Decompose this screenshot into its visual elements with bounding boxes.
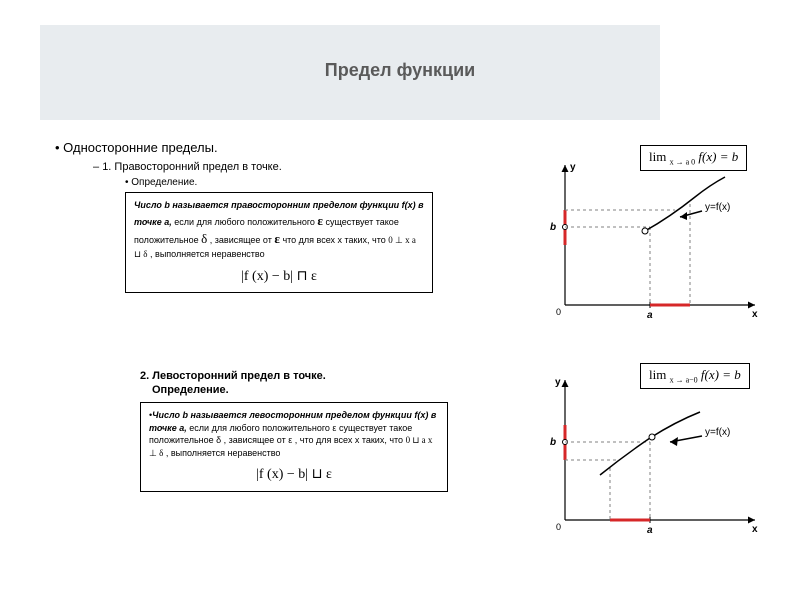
epsilon-icon-2: ε — [274, 231, 280, 246]
sub1-text: 1. Правосторонний предел в точке. — [102, 161, 282, 173]
def1-formula: |f (x) − b| ⊓ ε — [134, 267, 424, 287]
subheading-right: – 1. Правосторонний предел в точке. — [93, 161, 475, 173]
y-axis-label-2: y — [555, 377, 561, 388]
graph1-svg: y x 0 a b y=f(x) — [530, 155, 765, 320]
sub1def-text: Определение. — [131, 177, 197, 188]
content-section-1: • Односторонние пределы. – 1. Правосторо… — [55, 140, 475, 303]
subheading-left: 2. Левосторонний предел в точке. — [140, 370, 490, 382]
definition-box-1: Число b называется правосторонним предел… — [125, 192, 433, 293]
epsilon-icon-4: ε — [288, 435, 292, 445]
def2-part4: , зависящее от — [224, 435, 289, 445]
curve-label-1: y=f(x) — [705, 202, 730, 213]
graph2-svg: y x 0 a b y=f(x) — [530, 370, 765, 535]
def2-part5: , что для всех x таких, что — [295, 435, 406, 445]
a-label: a — [647, 310, 653, 320]
heading-text: Односторонние пределы. — [63, 140, 217, 155]
x-axis-label-2: x — [752, 524, 758, 535]
definition-box-2: •Число b называется левосторонним предел… — [140, 402, 448, 492]
graph-right-limit: y x 0 a b y=f(x) — [530, 155, 765, 320]
def1-part4: , зависящее от — [210, 235, 275, 245]
def2-formula: |f (x) − b| ⊔ ε — [149, 465, 439, 485]
page-title: Предел функции — [0, 60, 800, 81]
epsilon-icon-3: ε — [332, 423, 336, 433]
a-label-2: a — [647, 525, 653, 535]
definition-label-2: Определение. — [152, 384, 490, 396]
delta-icon: δ — [201, 231, 207, 246]
delta-icon-2: δ — [216, 435, 221, 445]
def1-part2: если для любого положительного — [174, 217, 317, 227]
b-label: b — [550, 222, 556, 233]
curve-label-2: y=f(x) — [705, 427, 730, 438]
def1-part6: , выполняется неравенство — [150, 249, 265, 259]
y-axis-label: y — [570, 162, 576, 173]
b-label-2: b — [550, 437, 556, 448]
def1-part5: что для всех x таких, что — [282, 235, 388, 245]
content-section-2: 2. Левосторонний предел в точке. Определ… — [140, 370, 490, 492]
origin-label: 0 — [556, 307, 561, 317]
def2-part2: если для любого положительного — [189, 423, 332, 433]
heading-onesided: • Односторонние пределы. — [55, 140, 475, 155]
origin-label-2: 0 — [556, 522, 561, 532]
graph-left-limit: y x 0 a b y=f(x) — [530, 370, 765, 535]
definition-label-1: • Определение. — [125, 177, 475, 188]
def2-part6: , выполняется неравенство — [166, 448, 281, 458]
x-axis-label: x — [752, 309, 758, 320]
epsilon-icon: ε — [317, 213, 323, 228]
